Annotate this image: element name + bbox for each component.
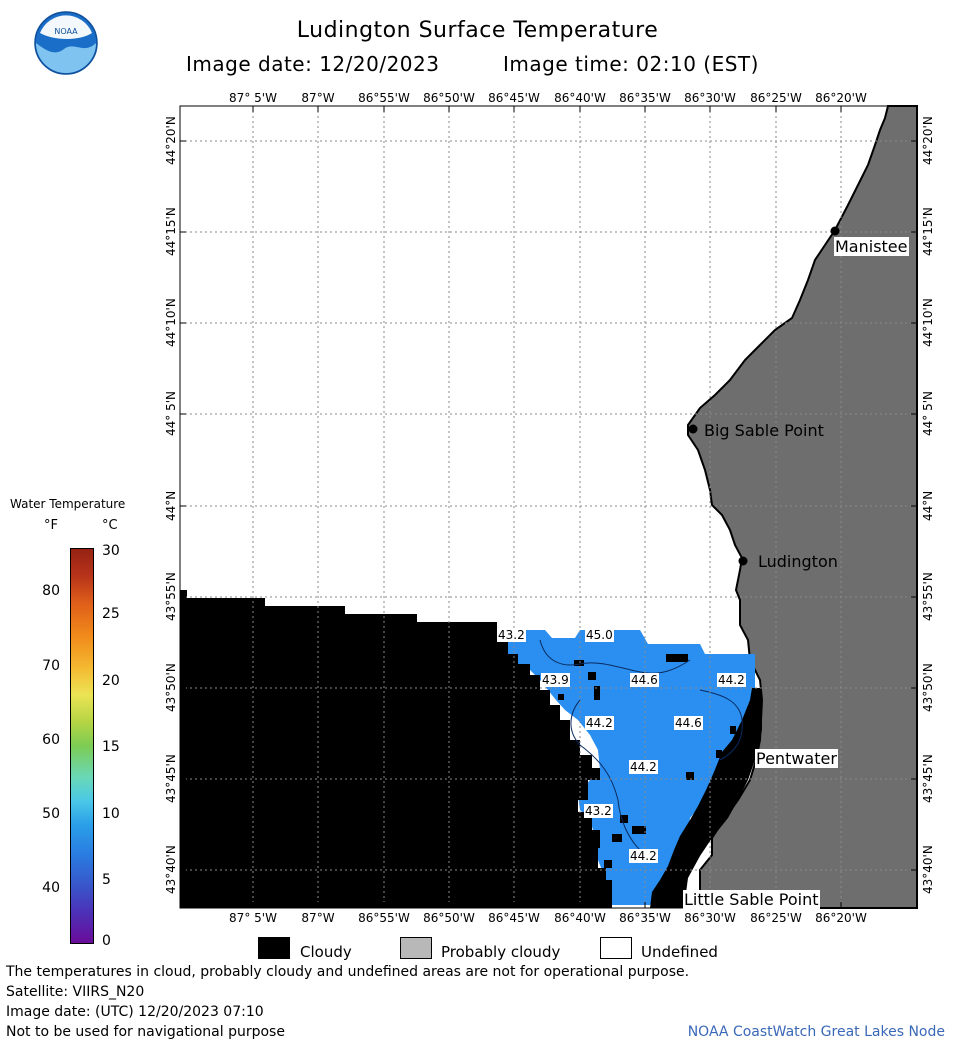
image-time: Image time: 02:10 (EST): [503, 52, 759, 76]
latitude-label-right: 44°15'N: [921, 207, 935, 257]
latitude-label-right: 44° 5'N: [921, 391, 935, 437]
legend-celsius-tick: 20: [102, 673, 120, 689]
place-marker: [738, 556, 748, 566]
temperature-label: 44.2: [585, 716, 614, 730]
longitude-label-bottom: 87°W: [301, 911, 335, 925]
cloud-specks: [558, 654, 736, 868]
latitude-label-right: 43°45'N: [921, 754, 935, 804]
temperature-label: 43.2: [584, 804, 613, 818]
temperature-label: 44.6: [674, 716, 703, 730]
noaa-logo: NOAA: [34, 11, 98, 75]
legend-fahrenheit-tick: 80: [42, 583, 60, 599]
graticule: [180, 106, 917, 908]
latitude-label-left: 44° 5'N: [164, 391, 178, 437]
longitude-label-bottom: 86°35'W: [619, 911, 671, 925]
longitude-label-bottom: 86°55'W: [358, 911, 410, 925]
latitude-label-left: 44°15'N: [164, 207, 178, 257]
temperature-label: 43.9: [541, 673, 570, 687]
operational-note: The temperatures in cloud, probably clou…: [6, 964, 690, 980]
legend-celsius-unit: °C: [102, 518, 118, 533]
place-markers: [675, 226, 840, 891]
cloud-mask: [180, 590, 612, 908]
latitude-label-left: 44°20'N: [164, 116, 178, 166]
temperature-colorbar: [70, 548, 94, 944]
longitude-label-top: 86°45'W: [488, 91, 540, 105]
legend-fahrenheit-tick: 40: [42, 880, 60, 896]
place-marker: [830, 226, 840, 236]
latitude-label-right: 43°40'N: [921, 845, 935, 895]
navigation-warning: Not to be used for navigational purpose: [6, 1024, 285, 1040]
place-marker: [675, 881, 685, 891]
temperature-label: 45.0: [585, 628, 614, 642]
place-name: Little Sable Point: [683, 890, 820, 909]
place-marker: [688, 424, 698, 434]
latitude-label-right: 43°55'N: [921, 572, 935, 622]
longitude-label-top: 86°40'W: [554, 91, 606, 105]
longitude-label-bottom: 87° 5'W: [229, 911, 277, 925]
place-name: Manistee: [834, 237, 909, 256]
probably-cloudy-swatch: [400, 937, 432, 959]
longitude-label-top: 86°50'W: [423, 91, 475, 105]
utc-image-date: Image date: (UTC) 12/20/2023 07:10: [6, 1004, 264, 1020]
legend-celsius-tick: 5: [102, 872, 111, 888]
place-name: Big Sable Point: [704, 421, 824, 440]
noaa-logo-text: NOAA: [54, 27, 78, 36]
satellite-info: Satellite: VIIRS_N20: [6, 984, 145, 1000]
undefined-swatch: [600, 937, 632, 959]
longitude-label-bottom: 86°30'W: [684, 911, 736, 925]
legend-celsius-tick: 0: [102, 933, 111, 949]
latitude-label-left: 43°55'N: [164, 572, 178, 622]
cloudy-swatch: [258, 937, 290, 959]
axis-ticks: [180, 106, 917, 908]
longitude-label-bottom: 86°45'W: [488, 911, 540, 925]
legend-celsius-tick: 15: [102, 739, 120, 755]
latitude-label-left: 43°50'N: [164, 663, 178, 713]
longitude-label-top: 86°35'W: [619, 91, 671, 105]
probably-cloudy-label: Probably cloudy: [441, 943, 561, 961]
legend-celsius-tick: 10: [102, 806, 120, 822]
legend-celsius-tick: 30: [102, 543, 120, 559]
undefined-label: Undefined: [641, 943, 718, 961]
temperature-label: 44.2: [629, 760, 658, 774]
latitude-label-right: 44°20'N: [921, 116, 935, 166]
temperature-label: 44.2: [629, 849, 658, 863]
longitude-label-top: 86°30'W: [684, 91, 736, 105]
longitude-label-bottom: 86°25'W: [750, 911, 802, 925]
latitude-label-right: 44°10'N: [921, 298, 935, 348]
latitude-label-left: 43°45'N: [164, 754, 178, 804]
longitude-label-top: 87° 5'W: [229, 91, 277, 105]
place-name: Pentwater: [755, 749, 838, 768]
temperature-label: 43.2: [497, 628, 526, 642]
legend-fahrenheit-tick: 60: [42, 732, 60, 748]
image-date: Image date: 12/20/2023: [186, 52, 440, 76]
latitude-label-left: 44°10'N: [164, 298, 178, 348]
place-marker: [751, 736, 761, 746]
longitude-label-top: 86°20'W: [815, 91, 867, 105]
legend-fahrenheit-unit: °F: [44, 518, 58, 533]
place-name: Ludington: [758, 552, 838, 571]
legend-title: Water Temperature: [10, 497, 126, 511]
longitude-label-bottom: 86°50'W: [423, 911, 475, 925]
longitude-label-top: 86°25'W: [750, 91, 802, 105]
longitude-label-top: 87°W: [301, 91, 335, 105]
latitude-label-left: 44°N: [164, 490, 178, 522]
longitude-label-bottom: 86°20'W: [815, 911, 867, 925]
cloud-mask-east: [650, 688, 762, 908]
cloudy-label: Cloudy: [300, 943, 352, 961]
legend-fahrenheit-tick: 70: [42, 658, 60, 674]
longitude-label-bottom: 86°40'W: [554, 911, 606, 925]
temperature-label: 44.6: [630, 673, 659, 687]
isotherms: [539, 639, 743, 851]
latitude-label-left: 43°40'N: [164, 845, 178, 895]
legend-celsius-tick: 25: [102, 606, 120, 622]
legend-fahrenheit-tick: 50: [42, 806, 60, 822]
temperature-label: 44.2: [717, 673, 746, 687]
latitude-label-right: 43°50'N: [921, 663, 935, 713]
credit-line: NOAA CoastWatch Great Lakes Node: [687, 1024, 945, 1040]
latitude-label-right: 44°N: [921, 490, 935, 522]
page-title: Ludington Surface Temperature: [296, 18, 659, 43]
longitude-label-top: 86°55'W: [358, 91, 410, 105]
